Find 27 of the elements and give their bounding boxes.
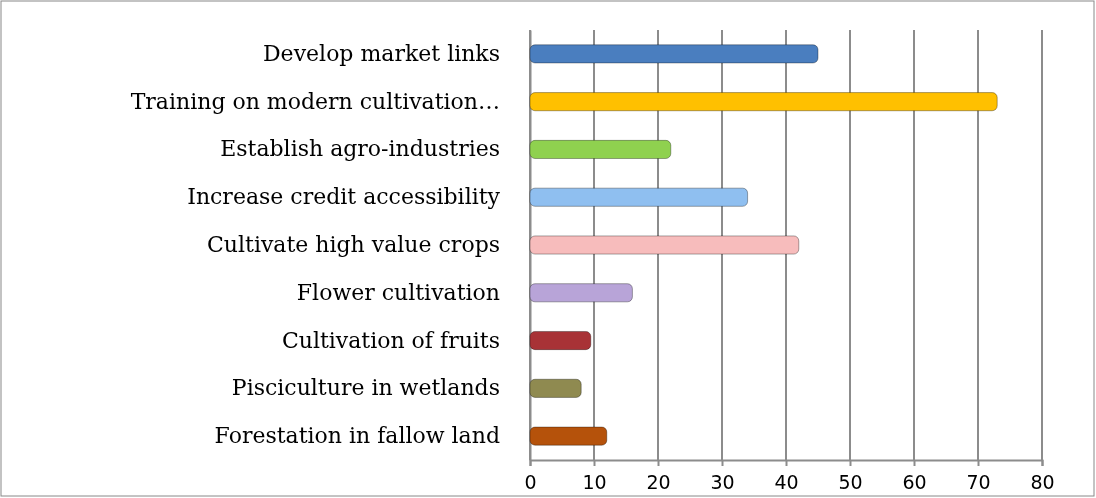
y-tick-label: Increase credit accessibility <box>187 184 501 210</box>
x-tick-label: 10 <box>582 471 607 494</box>
x-tick-label: 80 <box>1030 471 1055 494</box>
bar <box>529 139 672 160</box>
bar <box>529 283 633 303</box>
bar <box>529 378 582 398</box>
y-tick-label: Forestation in fallow land <box>214 423 500 449</box>
y-tick-label: Pisciculture in wetlands <box>231 375 500 401</box>
bar <box>529 44 819 64</box>
y-tick-label: Training on modern cultivation… <box>130 88 500 114</box>
x-tick-label: 0 <box>524 471 537 494</box>
bar <box>529 426 608 446</box>
bar <box>529 92 998 112</box>
x-tick-label: 30 <box>710 471 735 494</box>
bar <box>529 330 592 351</box>
y-tick-label: Cultivate high value crops <box>207 232 500 258</box>
y-tick-label: Flower cultivation <box>296 279 500 305</box>
x-tick-label: 70 <box>966 471 991 494</box>
x-tick-label: 20 <box>646 471 671 494</box>
bar <box>529 187 749 207</box>
bar <box>529 235 800 255</box>
x-tick-label: 40 <box>774 471 799 494</box>
y-tick-label: Establish agro-industries <box>220 136 500 162</box>
x-tick-label: 60 <box>902 471 927 494</box>
x-tick-label: 50 <box>838 471 863 494</box>
y-tick-label: Cultivation of fruits <box>281 327 500 353</box>
y-tick-label: Develop market links <box>262 40 500 66</box>
